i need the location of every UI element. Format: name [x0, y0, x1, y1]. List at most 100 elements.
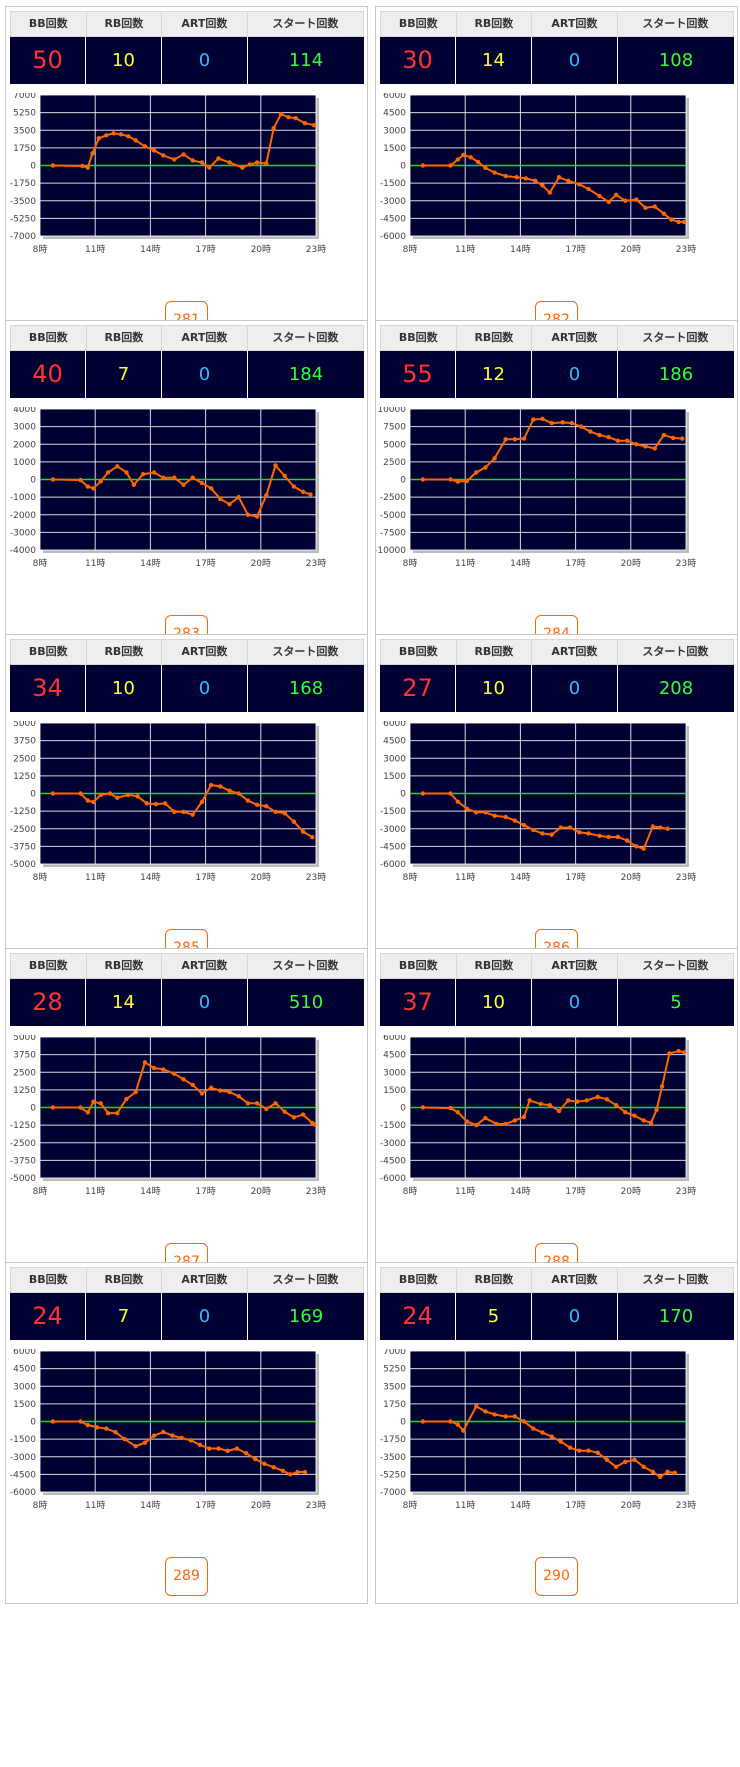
data-point: [94, 1425, 100, 1430]
x-tick-label: 17時: [195, 244, 215, 255]
data-point: [190, 158, 195, 163]
x-tick-label: 23時: [676, 244, 696, 255]
slump-chart: 6000 4500 3000 1500 0 -1500 -3000 -4500 -6000 8時 1…: [380, 1035, 696, 1197]
data-point: [420, 1105, 426, 1110]
data-point: [613, 1464, 619, 1470]
x-tick-label: 17時: [565, 1186, 585, 1197]
data-point: [641, 846, 646, 851]
data-point: [448, 1105, 453, 1111]
stat-header-row: BB回数 RB回数 ART回数 スタート回数: [10, 325, 364, 351]
data-point: [236, 791, 241, 796]
data-point: [577, 830, 582, 835]
x-tick-label: 20時: [621, 1500, 641, 1511]
start-count: 169: [288, 1306, 324, 1327]
data-point: [91, 799, 96, 805]
data-point: [122, 1436, 127, 1442]
data-point: [78, 1419, 83, 1424]
data-point: [503, 173, 508, 179]
x-tick-label: 23時: [676, 872, 696, 883]
data-point: [207, 1446, 212, 1451]
data-point: [135, 794, 140, 799]
data-point: [514, 175, 519, 180]
machine-card: BB回数 RB回数 ART回数 スタート回数 24 7 0 169 6000 4500 3000 15…: [5, 1262, 368, 1604]
data-point: [50, 163, 56, 168]
data-point: [420, 791, 426, 796]
y-tick-label: 3500: [383, 1382, 406, 1392]
data-point: [615, 438, 621, 443]
data-point: [540, 831, 545, 836]
data-point: [503, 437, 508, 442]
data-point: [105, 1110, 111, 1116]
bb-count: 40: [10, 351, 86, 398]
x-tick-label: 8時: [33, 1186, 48, 1197]
machine-card: BB回数 RB回数 ART回数 スタート回数 37 10 0 5 6000 4500 3000 150…: [375, 948, 738, 1290]
data-point: [527, 1098, 532, 1103]
header-art: ART回数: [162, 1268, 248, 1292]
data-point: [104, 133, 109, 138]
y-tick-label: -5000: [10, 860, 36, 870]
y-tick-label: -3750: [10, 1156, 36, 1166]
stat-header-row: BB回数 RB回数 ART回数 スタート回数: [10, 11, 364, 37]
data-point: [286, 114, 291, 120]
data-point: [420, 1419, 426, 1424]
data-point: [577, 182, 582, 187]
y-tick-label: -4500: [10, 1470, 36, 1480]
y-tick-label: 3000: [383, 1068, 406, 1078]
machine-number-button[interactable]: 290: [535, 1557, 578, 1596]
x-tick-label: 14時: [510, 244, 530, 255]
data-point: [634, 442, 639, 447]
data-point: [680, 436, 685, 441]
x-tick-label: 17時: [195, 1500, 215, 1511]
y-tick-label: 1500: [383, 144, 406, 154]
data-point: [634, 844, 639, 849]
y-tick-label: -6000: [380, 232, 406, 242]
data-point: [85, 165, 91, 170]
y-tick-label: 0: [400, 476, 406, 486]
machine-number-button[interactable]: 289: [165, 1557, 208, 1596]
data-point: [197, 1442, 203, 1448]
header-rb: RB回数: [457, 12, 533, 36]
data-point: [302, 1469, 308, 1475]
header-bb: BB回数: [11, 1268, 87, 1292]
data-point: [475, 159, 481, 165]
slump-chart: 7000 5250 3500 1750 0 -1750 -3500 -5250 -7000 8時 1…: [10, 93, 326, 255]
stat-value-row: 30 14 0 108: [380, 37, 734, 84]
header-art: ART回数: [532, 326, 618, 350]
data-point: [512, 1118, 518, 1123]
x-tick-label: 23時: [306, 1500, 326, 1511]
y-tick-label: -4500: [380, 214, 406, 224]
data-point: [78, 477, 83, 483]
data-point: [577, 1448, 582, 1453]
data-point: [50, 1419, 56, 1424]
data-point: [532, 178, 538, 183]
art-count: 0: [532, 37, 618, 84]
data-point: [468, 155, 473, 160]
data-point: [236, 494, 241, 500]
data-point: [503, 1121, 508, 1127]
data-point: [455, 799, 461, 804]
y-tick-label: -3500: [380, 1453, 406, 1463]
data-point: [455, 1422, 461, 1427]
data-point: [199, 799, 205, 805]
y-tick-label: 5250: [383, 1365, 406, 1375]
header-start: スタート回数: [272, 17, 339, 30]
data-point: [652, 204, 657, 209]
start-count: 184: [288, 364, 324, 385]
x-tick-label: 23時: [306, 1186, 326, 1197]
header-start: スタート回数: [272, 959, 339, 972]
data-point: [540, 416, 545, 422]
y-tick-label: 0: [30, 790, 36, 800]
data-point: [190, 1082, 195, 1088]
data-point: [455, 479, 461, 484]
data-point: [161, 475, 166, 480]
rb-count: 12: [456, 351, 532, 398]
x-tick-label: 14時: [140, 1186, 160, 1197]
stat-header-row: BB回数 RB回数 ART回数 スタート回数: [380, 639, 734, 665]
data-point: [632, 1457, 637, 1462]
x-tick-label: 11時: [85, 558, 105, 569]
art-count: 0: [532, 979, 618, 1026]
data-point: [567, 1445, 573, 1450]
data-point: [240, 165, 245, 170]
y-tick-label: -1000: [10, 493, 36, 503]
data-point: [549, 832, 554, 837]
